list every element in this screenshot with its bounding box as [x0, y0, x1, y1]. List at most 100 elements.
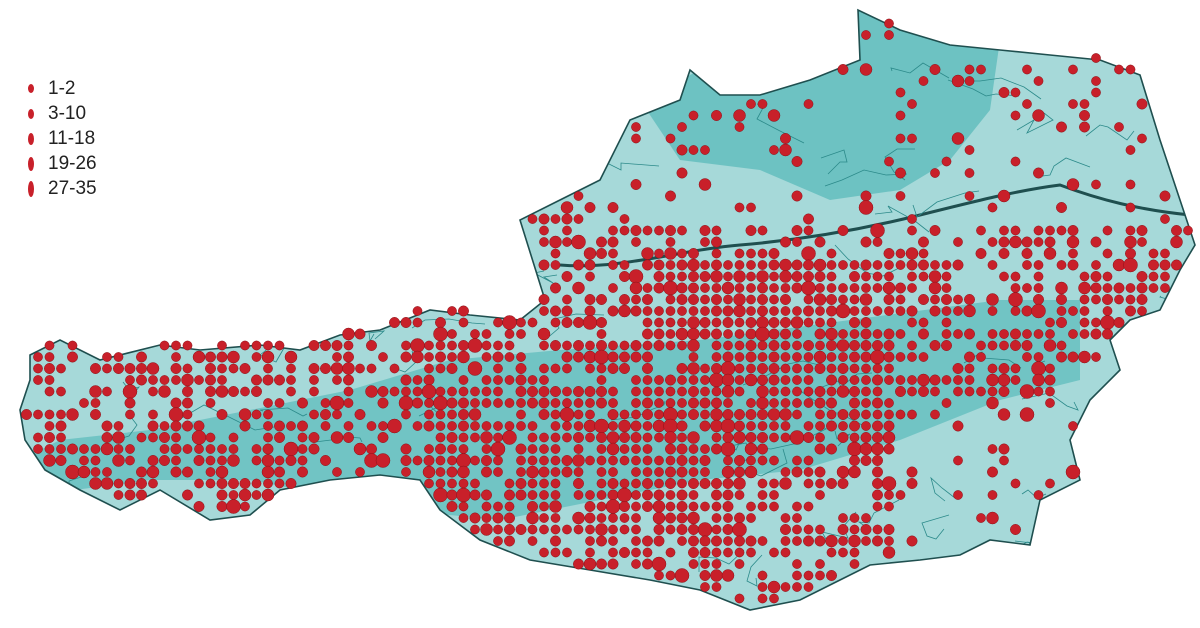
occurrence-dot — [642, 351, 653, 363]
occurrence-dot — [493, 317, 503, 328]
occurrence-dot — [631, 375, 641, 385]
occurrence-dot — [1033, 167, 1044, 179]
occurrence-dot — [859, 63, 873, 76]
occurrence-dot — [400, 317, 412, 328]
occurrence-dot — [709, 372, 724, 388]
occurrence-dot — [642, 444, 653, 454]
occurrence-dot — [734, 363, 745, 374]
occurrence-dot — [1125, 225, 1136, 236]
occurrence-dot — [768, 328, 780, 340]
occurrence-dot — [595, 523, 608, 536]
occurrence-dot — [1033, 76, 1044, 86]
occurrence-dot — [803, 294, 814, 305]
occurrence-dot — [113, 421, 124, 431]
occurrence-dot — [435, 421, 446, 431]
occurrence-dot — [861, 513, 871, 523]
occurrence-dot — [722, 409, 734, 420]
occurrence-dot — [159, 375, 170, 385]
occurrence-dot — [596, 386, 607, 397]
river — [841, 573, 894, 595]
occurrence-dot — [493, 432, 503, 443]
occurrence-dot — [375, 453, 391, 468]
occurrence-dot — [549, 235, 562, 249]
occurrence-dot — [470, 386, 480, 397]
occurrence-dot — [502, 430, 517, 445]
occurrence-dot — [33, 409, 43, 420]
occurrence-dot — [1045, 363, 1055, 374]
occurrence-dot — [1010, 87, 1021, 98]
occurrence-dot — [688, 145, 699, 155]
occurrence-dot — [1022, 329, 1032, 339]
river — [413, 206, 438, 225]
occurrence-dot — [986, 396, 999, 410]
occurrence-dot — [148, 409, 158, 420]
occurrence-dot — [584, 259, 596, 271]
occurrence-dot — [412, 375, 423, 385]
occurrence-dot — [792, 455, 802, 466]
occurrence-dot — [872, 363, 883, 374]
occurrence-dot — [79, 455, 89, 466]
occurrence-dot — [791, 282, 803, 294]
occurrence-dot — [986, 373, 999, 387]
occurrence-dot — [768, 363, 780, 374]
occurrence-dot — [688, 490, 699, 500]
occurrence-dot — [929, 374, 941, 386]
occurrence-dot — [631, 294, 641, 305]
occurrence-dot — [205, 467, 216, 477]
occurrence-dot — [274, 340, 285, 351]
occurrence-dot — [239, 478, 251, 489]
river — [921, 514, 950, 540]
occurrence-dot — [285, 455, 297, 466]
occurrence-dot — [191, 430, 207, 445]
occurrence-dot — [526, 511, 539, 525]
occurrence-dot — [308, 443, 320, 455]
river — [698, 549, 745, 572]
occurrence-dot — [631, 386, 641, 397]
occurrence-dot — [769, 501, 779, 512]
occurrence-dot — [1033, 237, 1044, 247]
occurrence-dot — [769, 547, 779, 558]
occurrence-dot — [550, 513, 561, 523]
river — [385, 183, 406, 194]
occurrence-dot — [1065, 464, 1081, 480]
occurrence-dot — [677, 398, 687, 408]
occurrence-dot — [757, 248, 768, 259]
occurrence-dot — [803, 398, 814, 408]
occurrence-dot — [330, 362, 344, 375]
occurrence-dot — [941, 375, 952, 385]
occurrence-dot — [711, 489, 722, 501]
occurrence-dot — [883, 294, 895, 305]
occurrence-dot — [331, 340, 343, 351]
occurrence-dot — [1056, 317, 1067, 328]
occurrence-dot — [90, 455, 101, 466]
occurrence-dot — [676, 501, 688, 512]
occurrence-dot — [918, 236, 929, 248]
occurrence-dot — [757, 443, 768, 455]
occurrence-dot — [642, 421, 653, 431]
occurrence-dot — [952, 420, 964, 432]
occurrence-dot — [746, 306, 756, 316]
occurrence-dot — [1137, 133, 1147, 144]
occurrence-dot — [918, 248, 929, 259]
occurrence-dot — [906, 466, 918, 478]
occurrence-dot — [504, 501, 515, 512]
occurrence-dot — [227, 350, 240, 364]
occurrence-dot — [767, 580, 781, 594]
occurrence-dot — [89, 385, 102, 398]
occurrence-dot — [435, 409, 446, 420]
occurrence-dot — [642, 455, 653, 466]
occurrence-dot — [664, 247, 677, 260]
occurrence-dot — [883, 443, 895, 455]
occurrence-dot — [1102, 248, 1113, 259]
occurrence-dot — [263, 432, 273, 443]
occurrence-dot — [596, 513, 607, 523]
occurrence-dot — [113, 363, 124, 374]
occurrence-dot — [447, 352, 457, 362]
occurrence-dot — [998, 443, 1010, 455]
occurrence-dot — [815, 340, 825, 351]
occurrence-dot — [631, 478, 641, 489]
occurrence-dot — [112, 431, 125, 444]
occurrence-dot — [573, 524, 584, 535]
occurrence-dot — [1114, 122, 1124, 132]
occurrence-dot — [561, 466, 573, 478]
